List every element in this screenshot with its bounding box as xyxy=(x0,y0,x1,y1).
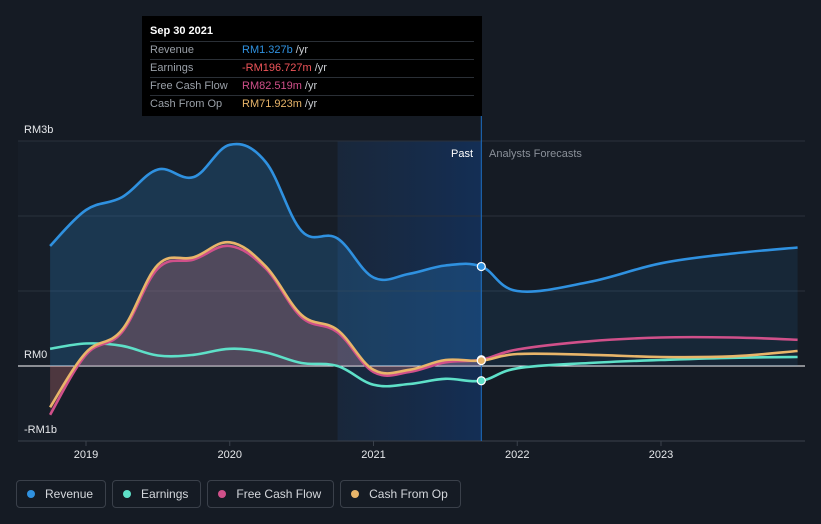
tooltip-value: RM1.327b xyxy=(242,44,293,56)
legend-earnings-button[interactable]: Earnings xyxy=(112,480,202,508)
tooltip-unit: /yr xyxy=(304,98,318,110)
free-cash-flow-area xyxy=(50,245,482,415)
legend-free-cash-flow-button[interactable]: Free Cash Flow xyxy=(207,480,335,508)
cash-from-op-marker xyxy=(476,356,486,366)
earnings-line xyxy=(49,342,798,388)
revenue-marker xyxy=(476,261,486,272)
legend-dot-icon xyxy=(27,490,35,498)
free-cash-flow-line xyxy=(48,244,798,416)
tooltip-row-revenue: Revenue RM1.327b /yr xyxy=(150,41,474,59)
chart-legend: Revenue Earnings Free Cash Flow Cash Fro… xyxy=(16,480,461,508)
tooltip-row-cash-from-op: Cash From Op RM71.923m /yr xyxy=(150,95,474,113)
tooltip-unit: /yr xyxy=(314,62,327,74)
legend-label: Free Cash Flow xyxy=(236,487,322,501)
legend-revenue-button[interactable]: Revenue xyxy=(16,480,107,508)
tooltip-row-free-cash-flow: Free Cash Flow RM82.519m /yr xyxy=(150,77,474,95)
tooltip-value: -RM196.727m xyxy=(242,62,312,74)
tooltip-label: Cash From Op xyxy=(150,98,223,110)
tooltip-value: RM71.923m xyxy=(242,98,302,110)
tooltip-label: Earnings xyxy=(150,62,194,74)
legend-dot-icon xyxy=(218,490,227,498)
tooltip-unit: /yr xyxy=(304,80,318,92)
tooltip-value: RM82.519m xyxy=(242,80,302,92)
tooltip-unit: /yr xyxy=(295,44,308,56)
x-tick-label: 2021 xyxy=(361,449,385,461)
revenue-area xyxy=(50,144,482,366)
legend-dot-icon xyxy=(123,490,132,498)
legend-dot-icon xyxy=(351,490,360,498)
x-tick-label: 2023 xyxy=(649,449,673,461)
x-tick-label: 2020 xyxy=(218,449,242,461)
earnings-marker xyxy=(476,376,486,386)
tooltip-label: Revenue xyxy=(150,44,195,56)
y-label-top: RM3b xyxy=(24,124,53,136)
tooltip-row-earnings: Earnings -RM196.727m /yr xyxy=(150,59,474,77)
cash-from-op-line xyxy=(49,240,798,409)
cash-from-op-area xyxy=(50,242,482,408)
tooltip-label: Free Cash Flow xyxy=(150,80,228,92)
x-tick-label: 2019 xyxy=(74,449,98,461)
data-tooltip: Sep 30 2021 Revenue RM1.327b /yr Earning… xyxy=(142,16,482,116)
y-label-zero: RM0 xyxy=(24,349,47,361)
revenue-line xyxy=(49,142,798,293)
legend-label: Earnings xyxy=(141,487,189,501)
past-label: Past xyxy=(451,148,473,160)
x-tick-label: 2022 xyxy=(505,449,529,461)
legend-label: Cash From Op xyxy=(369,487,448,501)
legend-label: Revenue xyxy=(45,487,94,501)
forecast-label: Analysts Forecasts xyxy=(489,148,582,160)
legend-cash-from-op-button[interactable]: Cash From Op xyxy=(340,480,461,508)
y-label-bottom: -RM1b xyxy=(24,424,57,436)
tooltip-date: Sep 30 2021 xyxy=(150,25,213,37)
